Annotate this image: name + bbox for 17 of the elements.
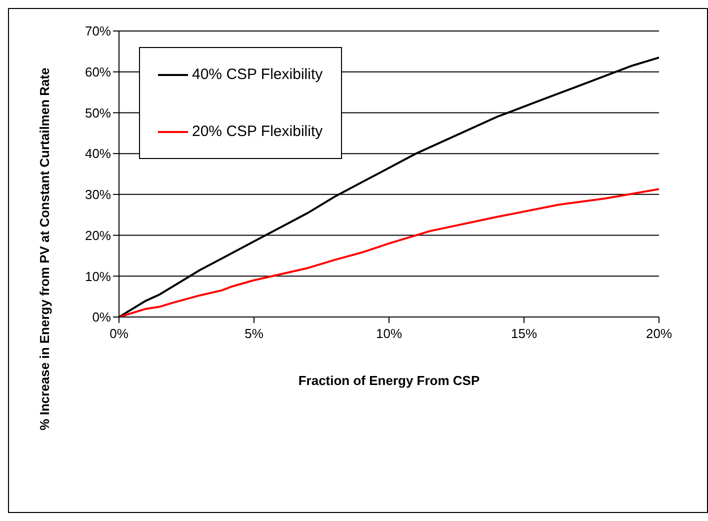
legend-label: 20% CSP Flexibility: [192, 123, 323, 140]
x-tick-label: 10%: [376, 326, 402, 342]
x-axis-title: Fraction of Energy From CSP: [298, 373, 480, 388]
y-tick-label: 10%: [84, 268, 112, 284]
y-tick-label: 50%: [84, 105, 112, 120]
y-axis-title: % Increase in Energy from PV at Constant Curtailmen Rate: [37, 66, 53, 432]
x-tick-label: 15%: [510, 326, 538, 342]
y-tick-label: 70%: [84, 24, 112, 39]
y-tick-label: 0%: [92, 310, 112, 325]
x-tick-label: 20%: [646, 326, 672, 342]
x-tick-label: 5%: [244, 326, 264, 342]
y-tick-label: 60%: [84, 64, 112, 80]
legend-label: 40% CSP Flexibility: [192, 66, 323, 83]
y-tick-label: 30%: [84, 187, 112, 202]
y-tick-label: 40%: [84, 146, 112, 162]
x-tick-label: 0%: [110, 326, 129, 342]
y-tick-label: 20%: [84, 228, 112, 243]
